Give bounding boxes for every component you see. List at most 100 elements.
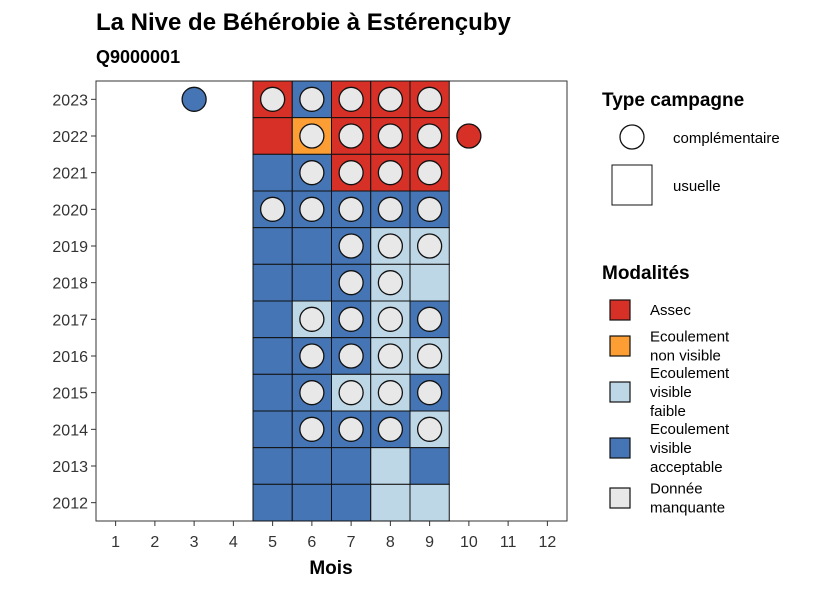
legend-key-manquante: [609, 487, 631, 509]
legend-type-label: complémentaire: [673, 130, 780, 147]
y-tick-label: 2015: [52, 386, 88, 403]
point-2018-8: [377, 270, 404, 296]
x-tick-label: 3: [190, 534, 199, 551]
point-2015-8: [377, 380, 404, 406]
legend-mod-label: Donnée: [650, 481, 703, 498]
tile-2013-6: [291, 447, 332, 485]
x-axis: 1 2 3 4 5 6 7 8 9 10 11 12: [111, 521, 556, 551]
tile-2018-6: [291, 263, 332, 302]
tile-2016-5: [252, 337, 293, 375]
tile-2012-9: [409, 483, 450, 522]
tile-2013-7: [331, 447, 372, 485]
point-2015-9: [416, 380, 443, 406]
point-2014-8: [377, 416, 404, 442]
y-tick-label: 2013: [52, 459, 88, 476]
point-2022-7: [338, 123, 364, 149]
tile-2012-7: [331, 483, 372, 522]
legend-mod-label: Assec: [650, 302, 691, 319]
y-tick-label: 2021: [52, 166, 88, 183]
point-2020-5: [259, 196, 286, 222]
tile-2019-6: [291, 227, 332, 265]
legend-key-nonvisible: [609, 335, 631, 357]
point-2023-6: [299, 86, 325, 112]
x-tick-label: 1: [111, 534, 120, 551]
legend-mod-label: manquante: [650, 500, 725, 517]
x-tick-label: 12: [538, 534, 556, 551]
point-2016-9: [416, 343, 443, 369]
point-2015-6: [299, 380, 325, 406]
point-2017-8: [377, 306, 404, 332]
point-2020-8: [377, 196, 404, 222]
point-2022-10: [456, 123, 482, 149]
x-tick-label: 6: [307, 534, 316, 551]
legend-mod-label: Ecoulement: [650, 421, 730, 438]
legend-type-campagne: Type campagne complémentaire usuelle: [602, 90, 780, 206]
y-tick-label: 2019: [52, 239, 88, 256]
point-2020-6: [299, 196, 325, 222]
legend-square-key: [611, 164, 653, 206]
tile-2019-5: [252, 227, 293, 265]
point-2018-7: [338, 270, 364, 296]
legend-key-acceptable: [609, 437, 631, 459]
tile-2015-5: [252, 373, 293, 412]
point-2023-9: [416, 86, 443, 112]
x-tick-label: 11: [500, 534, 517, 551]
legend-mod-title: Modalités: [602, 263, 690, 284]
legend-mod-label: Ecoulement: [650, 365, 730, 382]
y-tick-label: 2014: [52, 422, 88, 439]
point-2020-7: [338, 196, 364, 222]
point-2016-8: [377, 343, 404, 369]
y-tick-label: 2016: [52, 349, 88, 366]
legend-mod-label: visible: [650, 384, 692, 401]
point-2014-7: [338, 416, 364, 442]
legend-mod-label: acceptable: [650, 459, 723, 476]
y-axis: 2023 2022 2021 2020 2019 2018 2017 2016 2015 2014…: [52, 92, 96, 513]
legend-key-faible: [609, 381, 631, 403]
tile-2013-8: [370, 447, 411, 485]
y-tick-label: 2023: [52, 92, 88, 109]
tile-2013-5: [252, 447, 293, 485]
x-axis-title: Mois: [309, 558, 352, 579]
legend-mod-label: faible: [650, 403, 686, 420]
point-2019-8: [377, 233, 404, 259]
point-2023-8: [377, 86, 404, 112]
y-tick-label: 2022: [52, 129, 88, 146]
legend-circle-key: [619, 124, 645, 150]
x-tick-label: 8: [386, 534, 395, 551]
point-2015-7: [338, 380, 364, 406]
tile-2018-9: [409, 263, 450, 302]
legend-key-assec: [609, 299, 631, 321]
legend-mod-label: non visible: [650, 348, 721, 365]
point-2019-7: [338, 233, 364, 259]
x-tick-label: 9: [425, 534, 434, 551]
legend-type-title: Type campagne: [602, 90, 744, 111]
tile-2021-5: [252, 153, 293, 192]
point-2017-9: [416, 306, 443, 332]
point-2019-9: [416, 233, 443, 259]
tile-2012-5: [252, 483, 293, 522]
point-2022-8: [377, 123, 404, 149]
point-2020-9: [416, 196, 443, 222]
chart-subtitle: Q9000001: [96, 47, 180, 67]
tile-2012-8: [370, 483, 411, 522]
point-2022-6: [299, 123, 325, 149]
x-tick-label: 5: [268, 534, 277, 551]
x-tick-label: 4: [229, 534, 238, 551]
x-tick-label: 10: [460, 534, 478, 551]
legend-type-label: usuelle: [673, 178, 721, 195]
point-2023-5: [259, 86, 286, 112]
point-2017-6: [299, 306, 325, 332]
y-tick-label: 2012: [52, 496, 88, 513]
point-2021-6: [299, 160, 325, 186]
tile-2022-5: [252, 117, 293, 155]
complementaire-points: [181, 86, 482, 442]
x-tick-label: 7: [347, 534, 356, 551]
tile-2014-5: [252, 410, 293, 449]
chart-title: La Nive de Béhérobie à Estérençuby: [96, 9, 511, 36]
point-2023-7: [338, 86, 364, 112]
tile-2012-6: [291, 483, 332, 522]
legend-mod-label: visible: [650, 440, 692, 457]
y-tick-label: 2018: [52, 276, 88, 293]
